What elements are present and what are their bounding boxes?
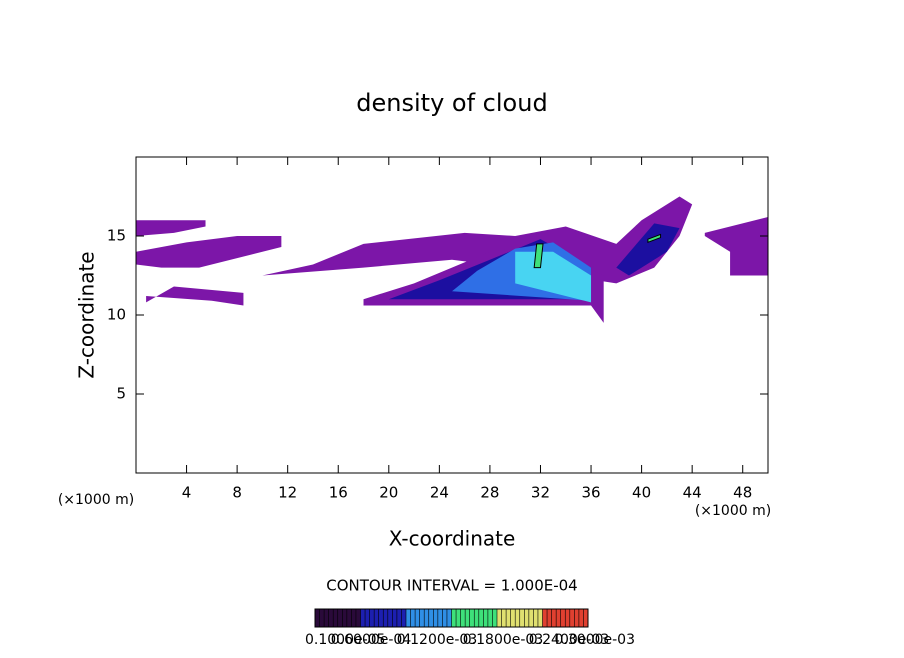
- chart-title: density of cloud: [356, 89, 547, 117]
- x-tick-label: 44: [683, 484, 702, 502]
- contour-region: [136, 236, 282, 268]
- colorbar-label: 0.1200e-03: [397, 632, 477, 648]
- x-axis-label: X-coordinate: [389, 527, 516, 551]
- x-tick-label: 24: [430, 484, 449, 502]
- contour-region: [262, 196, 693, 284]
- x-tick-label: 32: [531, 484, 550, 502]
- contour-region: [704, 217, 768, 276]
- y-axis-label: Z-coordinate: [75, 251, 99, 378]
- x-tick-label: 4: [182, 484, 192, 502]
- colorbar-label: 0.3000e-03: [555, 632, 635, 648]
- x-tick-label: 20: [379, 484, 398, 502]
- contour-region: [146, 286, 244, 306]
- colorbar-frame: [314, 608, 589, 628]
- x-tick-label: 36: [581, 484, 600, 502]
- x-tick-label: 40: [632, 484, 651, 502]
- colorbar-label: 0.1000e-05: [305, 632, 385, 648]
- x-tick-label: 28: [480, 484, 499, 502]
- contour-region: [533, 243, 544, 269]
- x-tick-label: 16: [329, 484, 348, 502]
- colorbar-label: 0.6000e-04: [331, 632, 412, 648]
- x-tick-label: 12: [278, 484, 297, 502]
- x-unit-label: (×1000 m): [695, 503, 771, 519]
- x-tick-label: 48: [733, 484, 752, 502]
- contour-region: [647, 233, 662, 244]
- x-tick-label: 8: [232, 484, 242, 502]
- contour-region: [136, 220, 206, 236]
- colorbar-label: 0.2400e-03: [529, 632, 609, 648]
- y-tick-label: 5: [116, 385, 126, 403]
- colorbar-label: 0.1800e-03: [463, 632, 543, 648]
- contour-region: [616, 223, 680, 276]
- y-tick-label: 10: [107, 306, 126, 324]
- contour-fill: [136, 196, 768, 323]
- y-unit-label: (×1000 m): [58, 492, 134, 508]
- y-tick-label: 15: [107, 227, 126, 245]
- contour-note: CONTOUR INTERVAL = 1.000E-04: [326, 577, 577, 595]
